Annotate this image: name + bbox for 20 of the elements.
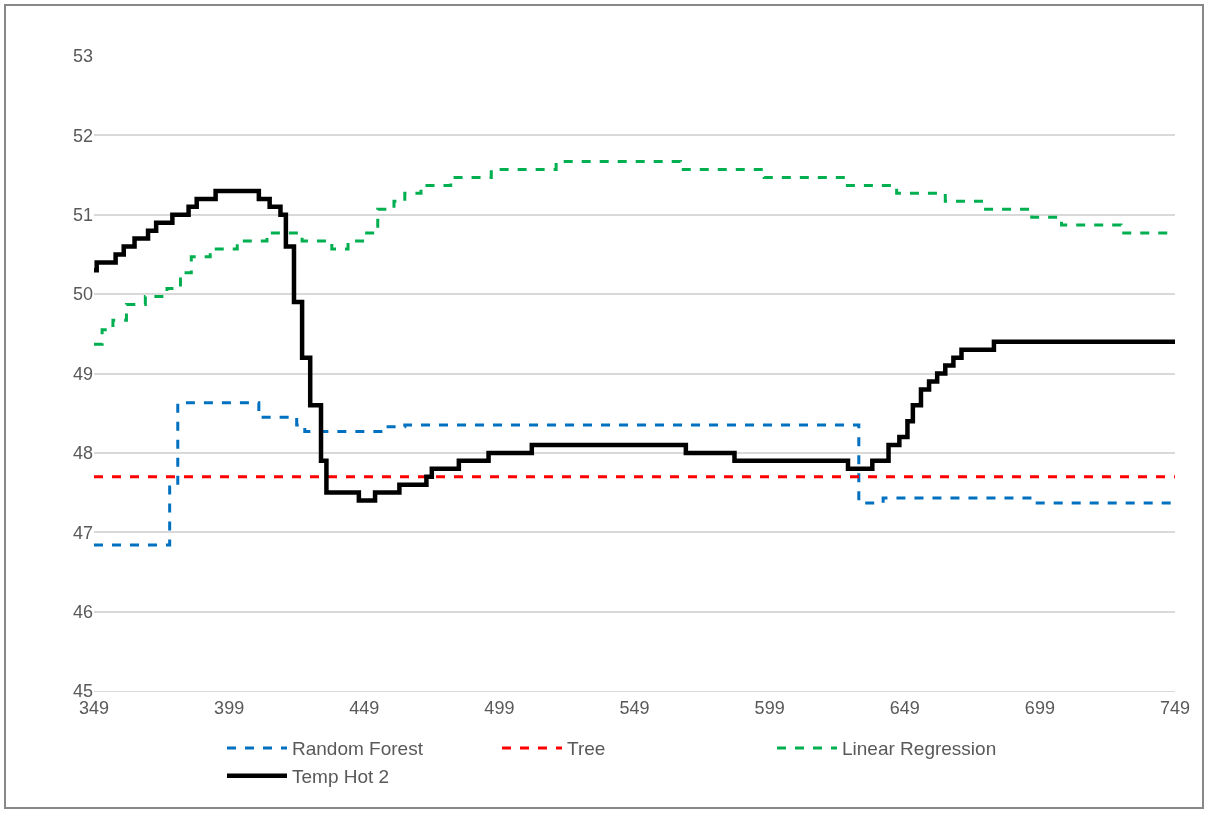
x-tick-label: 449 [349, 697, 380, 718]
y-tick-label: 50 [72, 284, 93, 305]
legend-label: Random Forest [292, 738, 424, 760]
x-tick-label: 599 [754, 697, 785, 718]
legend-label: Temp Hot 2 [292, 766, 390, 788]
legend-label: Linear Regression [842, 738, 997, 760]
x-tick-label: 649 [889, 697, 920, 718]
y-tick-label: 47 [72, 522, 93, 543]
x-tick-label: 399 [214, 697, 245, 718]
y-tick-label: 53 [72, 46, 93, 67]
y-tick-label: 48 [72, 443, 93, 464]
legend-label: Tree [567, 738, 606, 760]
x-tick-label: 749 [1159, 697, 1191, 718]
y-tick-label: 49 [72, 363, 93, 384]
y-tick-label: 52 [72, 125, 93, 146]
x-tick-label: 499 [484, 697, 515, 718]
x-tick-label: 549 [619, 697, 650, 718]
y-tick-label: 46 [72, 601, 93, 622]
y-tick-label: 51 [72, 205, 93, 226]
x-tick-label: 699 [1024, 697, 1055, 718]
